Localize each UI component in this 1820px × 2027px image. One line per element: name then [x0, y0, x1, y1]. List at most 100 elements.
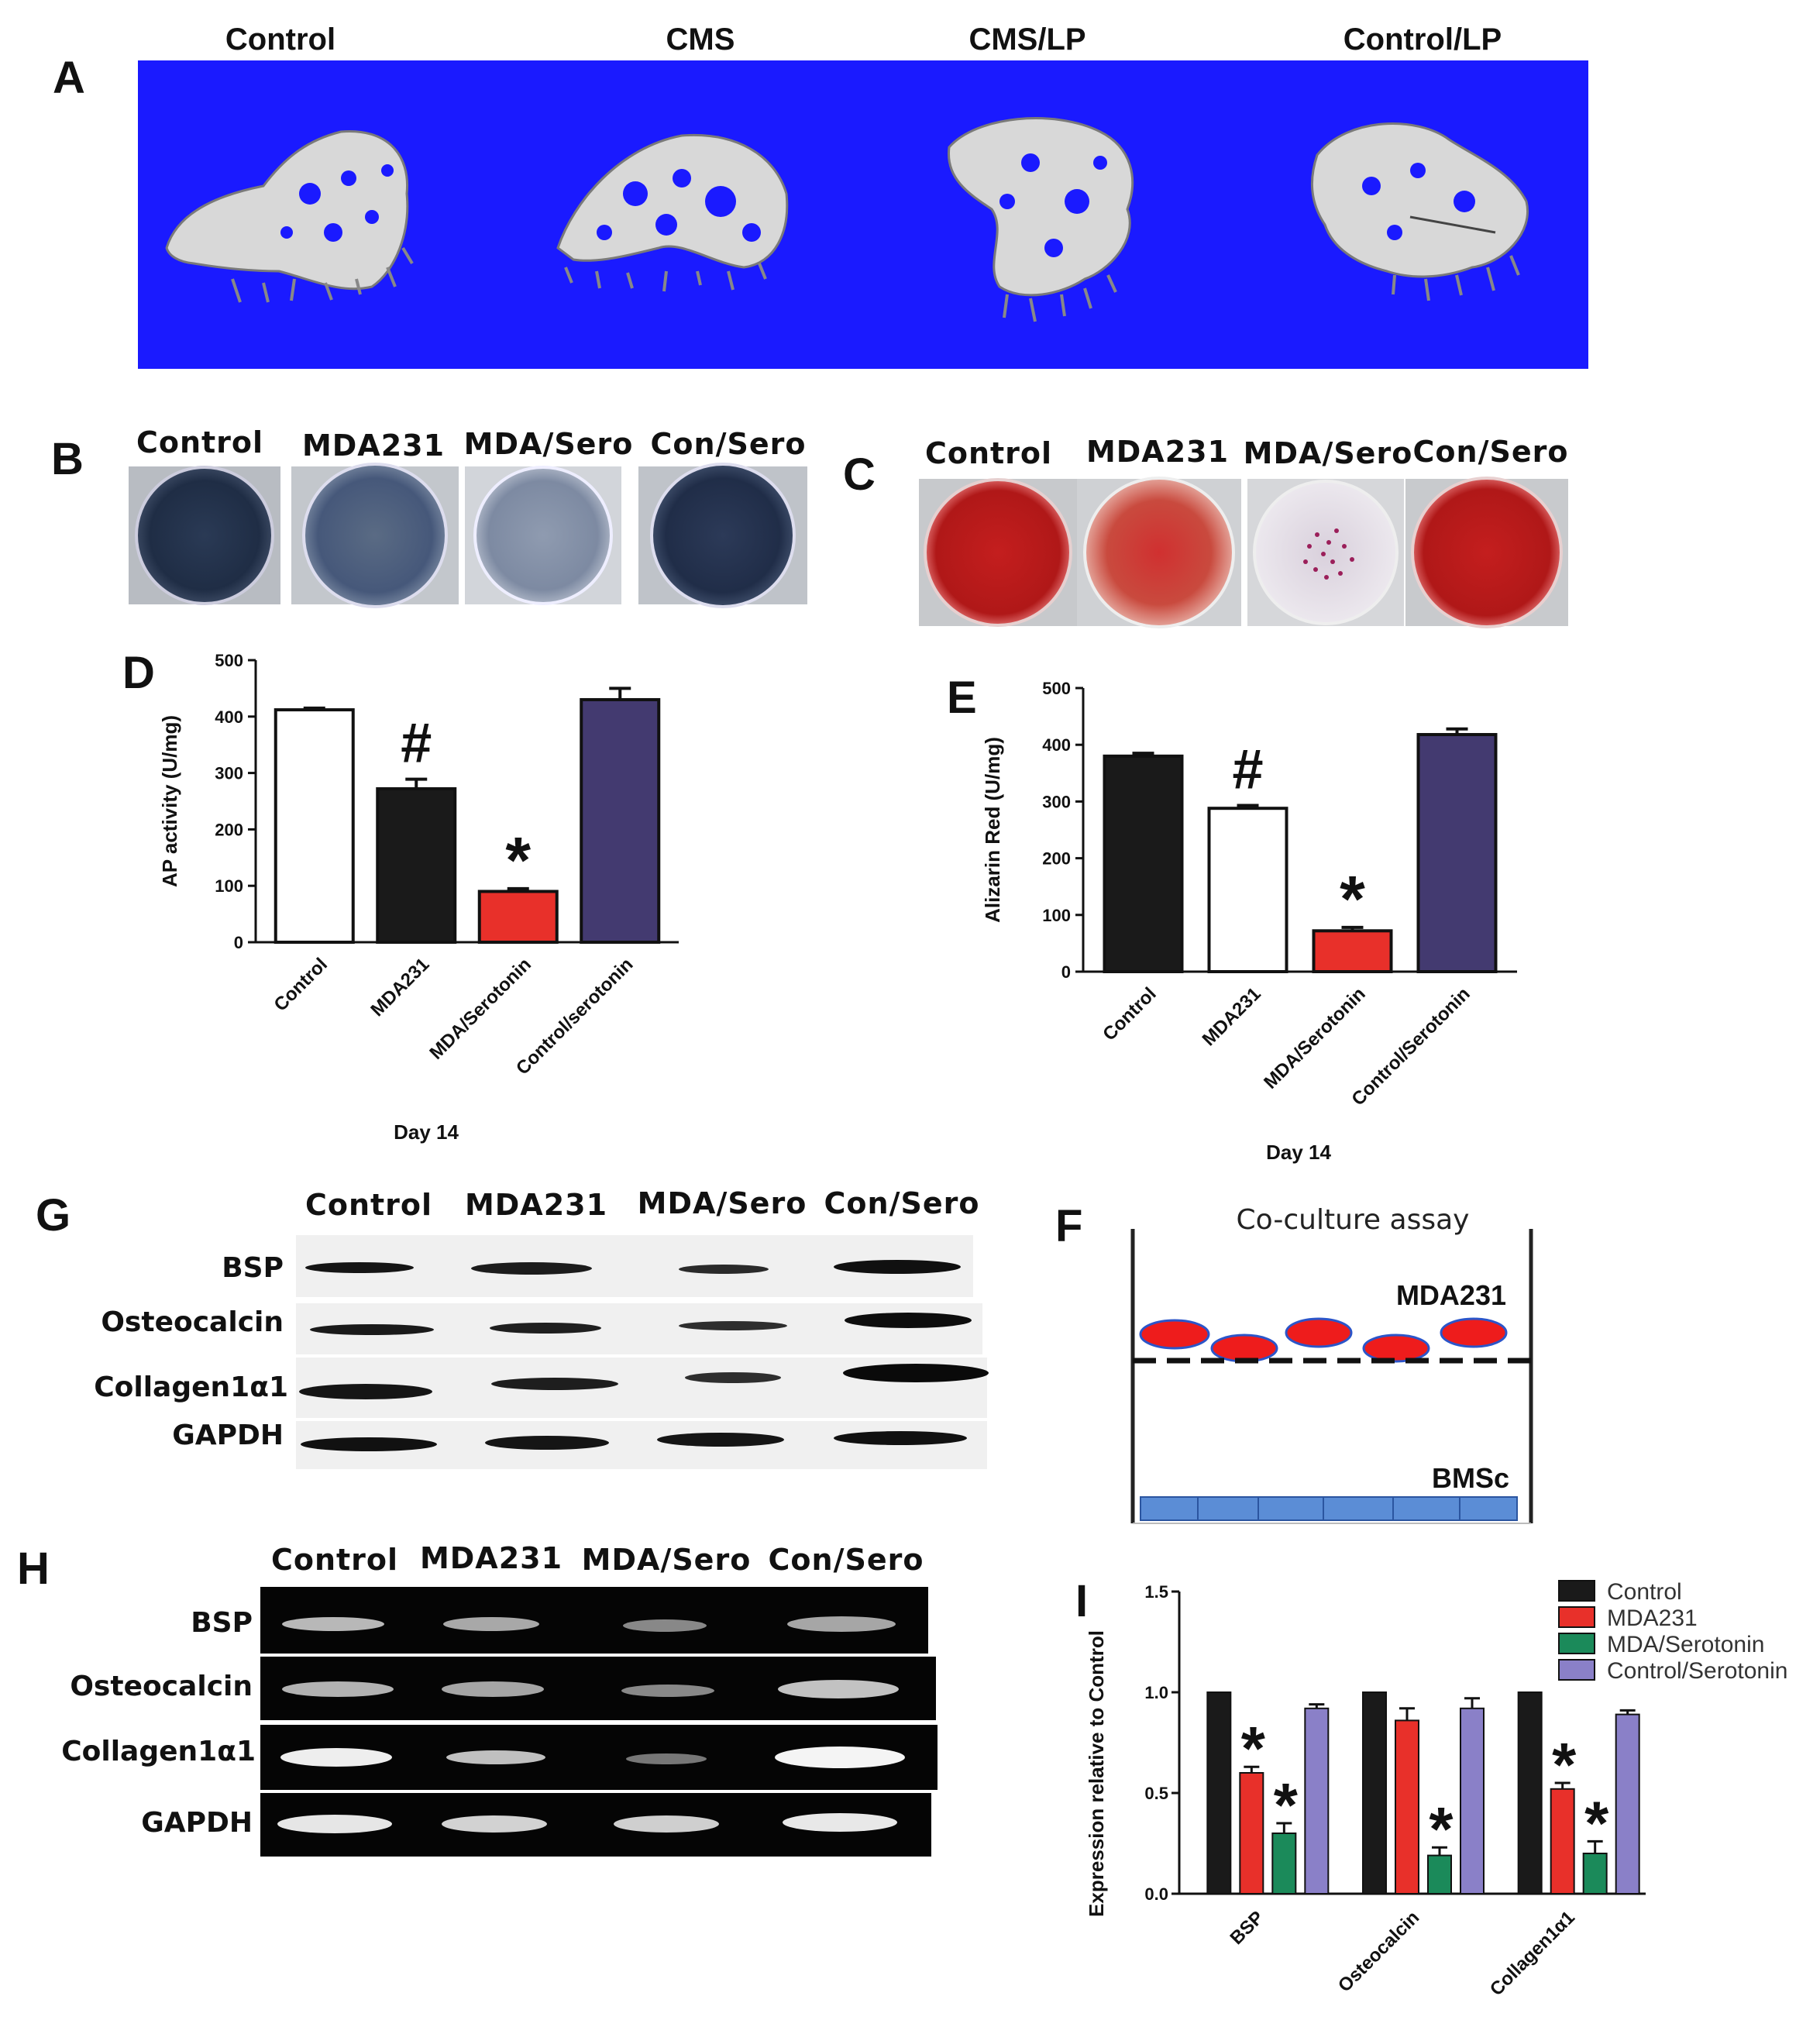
- panel-g-row-3: GAPDH: [172, 1420, 284, 1451]
- chart-e-annotation-1: #: [1232, 739, 1263, 801]
- panel-h-row-2: Collagen1α1: [61, 1736, 256, 1767]
- chart-d-bar-2: [477, 890, 559, 944]
- bone-render-cms-lp: [947, 117, 1134, 322]
- panel-f: F Co-culture assay MDA231 BMSc: [1055, 1201, 1533, 1524]
- chart-i-legend-label-0: Control: [1607, 1579, 1682, 1605]
- chart-i-bar-1-0: [1362, 1691, 1387, 1895]
- gel-strip-gapdh: [260, 1793, 931, 1857]
- gel-strip-collagen: [260, 1725, 938, 1790]
- coculture-top-label: MDA231: [1396, 1279, 1506, 1311]
- bone-render-cms: [556, 133, 789, 292]
- bone-render-control-lp: [1310, 122, 1529, 301]
- chart-i-annotation: *: [1552, 1730, 1577, 1799]
- chart-i-bar-1-3: [1460, 1707, 1485, 1895]
- chart-e-ytick-label: 200: [1042, 849, 1071, 869]
- panel-b: B Control MDA231 MDA/Sero Con/Sero: [51, 425, 807, 608]
- chart-d-ytick-label: 100: [215, 876, 243, 896]
- chart-i-annotation: *: [1429, 1795, 1454, 1864]
- panel-c-label-3: Con/Sero: [1413, 435, 1569, 469]
- blot-strip-bsp: [296, 1235, 973, 1297]
- chart-d-category-0: Control: [270, 954, 332, 1015]
- chart-e-category-1: MDA231: [1199, 983, 1265, 1050]
- chart-i-category-1: Osteocalcin: [1334, 1907, 1423, 1996]
- chart-e-ytick-label: 100: [1042, 906, 1071, 925]
- panel-a-label-cms: CMS: [666, 22, 735, 57]
- panel-h-col-1: MDA231: [420, 1541, 563, 1575]
- panel-g-letter: G: [36, 1190, 71, 1241]
- panel-b-label-1: MDA231: [302, 428, 445, 463]
- panel-g-row-0: BSP: [222, 1252, 284, 1284]
- well-image-b-mda231: [291, 463, 459, 608]
- bone-render-control: [165, 130, 414, 303]
- cell-1: [1210, 1334, 1278, 1363]
- chart-i-ylabel: Expression relative to Control: [1085, 1630, 1108, 1917]
- chart-i-bar-0-3: [1304, 1707, 1330, 1895]
- panel-f-letter: F: [1055, 1201, 1082, 1251]
- panel-a: A Control CMS CMS/LP Control/LP: [53, 22, 1588, 369]
- chart-i-bar-0-0: [1206, 1691, 1232, 1895]
- chart-i-legend-label-2: MDA/Serotonin: [1607, 1632, 1764, 1657]
- chart-e-category-0: Control: [1099, 983, 1160, 1044]
- panel-b-letter: B: [51, 434, 84, 484]
- panel-h-row-1: Osteocalcin: [70, 1671, 253, 1702]
- chart-i-ytick-label: 0.0: [1144, 1884, 1168, 1904]
- panel-g-col-1: MDA231: [465, 1188, 607, 1222]
- panel-g: G Control MDA231 MDA/Sero Con/Sero BSP O…: [36, 1186, 989, 1469]
- chart-d-ytick-label: 0: [234, 933, 243, 952]
- well-image-c-control: [919, 478, 1077, 627]
- chart-d-annotation-2: *: [505, 824, 531, 896]
- chart-e-category-2: MDA/Serotonin: [1260, 983, 1370, 1093]
- well-image-c-con-sero: [1405, 477, 1568, 628]
- chart-i-legend-swatch-3: [1558, 1659, 1595, 1681]
- panel-b-label-2: MDA/Sero: [464, 427, 634, 461]
- panel-h: H Control MDA231 MDA/Sero Con/Sero BSP O…: [17, 1541, 938, 1857]
- panel-a-label-control-lp: Control/LP: [1343, 22, 1502, 57]
- well-image-b-con-sero: [638, 463, 807, 608]
- cell-3: [1362, 1334, 1430, 1363]
- chart-e-bar-2: [1312, 929, 1393, 974]
- well-image-c-mda-sero: [1247, 479, 1404, 626]
- chart-e-bar-1: [1207, 807, 1288, 973]
- bmsc-layer: [1140, 1496, 1518, 1521]
- chart-i-ytick-label: 1.5: [1144, 1582, 1168, 1602]
- chart-i-bar-0-1: [1239, 1772, 1264, 1895]
- blot-strip-collagen: [296, 1358, 989, 1418]
- panel-d-chart: D 0 100 200 300 400 500 AP activity (U/mg) Cont…: [122, 648, 679, 1144]
- chart-e-ytick-label: 0: [1061, 962, 1071, 982]
- chart-i-annotation: *: [1274, 1771, 1299, 1839]
- chart-d-annotation-1: #: [401, 713, 432, 775]
- panel-h-row-3: GAPDH: [141, 1807, 253, 1839]
- chart-i-bar-0-2: [1271, 1833, 1297, 1895]
- chart-d-ylabel: AP activity (U/mg): [158, 715, 181, 887]
- chart-i-legend-swatch-0: [1558, 1580, 1595, 1602]
- chart-d-xlabel: Day 14: [394, 1120, 459, 1144]
- chart-i-legend-swatch-2: [1558, 1633, 1595, 1654]
- panel-c: C Control MDA231 MDA/Sero Con/Sero: [843, 435, 1569, 628]
- panel-e-letter: E: [947, 673, 977, 723]
- panel-g-row-2: Collagen1α1: [94, 1371, 288, 1403]
- panel-g-col-2: MDA/Sero: [638, 1186, 807, 1220]
- chart-d-ytick-label: 300: [215, 764, 243, 783]
- panel-b-label-3: Con/Sero: [651, 427, 807, 461]
- cell-0: [1139, 1319, 1210, 1350]
- chart-i-ytick-label: 0.5: [1144, 1784, 1168, 1803]
- panel-e-chart: E 0 100 200 300 400 500 Alizarin Red (U/mg) Con…: [947, 673, 1517, 1164]
- panel-d-letter: D: [122, 648, 155, 698]
- panel-a-letter: A: [53, 53, 85, 103]
- chart-e-annotation-2: *: [1340, 862, 1365, 935]
- panel-c-label-1: MDA231: [1086, 435, 1229, 469]
- chart-d-bar-0: [274, 708, 355, 945]
- chart-d-bar-3: [580, 697, 661, 945]
- chart-i-legend-label-1: MDA231: [1607, 1605, 1698, 1631]
- panel-h-col-3: Con/Sero: [769, 1543, 924, 1577]
- blot-strip-gapdh: [296, 1421, 987, 1469]
- panel-h-letter: H: [17, 1543, 50, 1594]
- chart-i-legend-label-3: Control/Serotonin: [1607, 1658, 1787, 1684]
- chart-i-category-0: BSP: [1227, 1907, 1268, 1949]
- well-image-c-mda231: [1077, 477, 1241, 628]
- panel-b-label-0: Control: [136, 425, 263, 459]
- chart-i-annotation: *: [1241, 1714, 1266, 1783]
- panel-c-label-0: Control: [925, 436, 1052, 470]
- panel-g-col-0: Control: [305, 1188, 432, 1222]
